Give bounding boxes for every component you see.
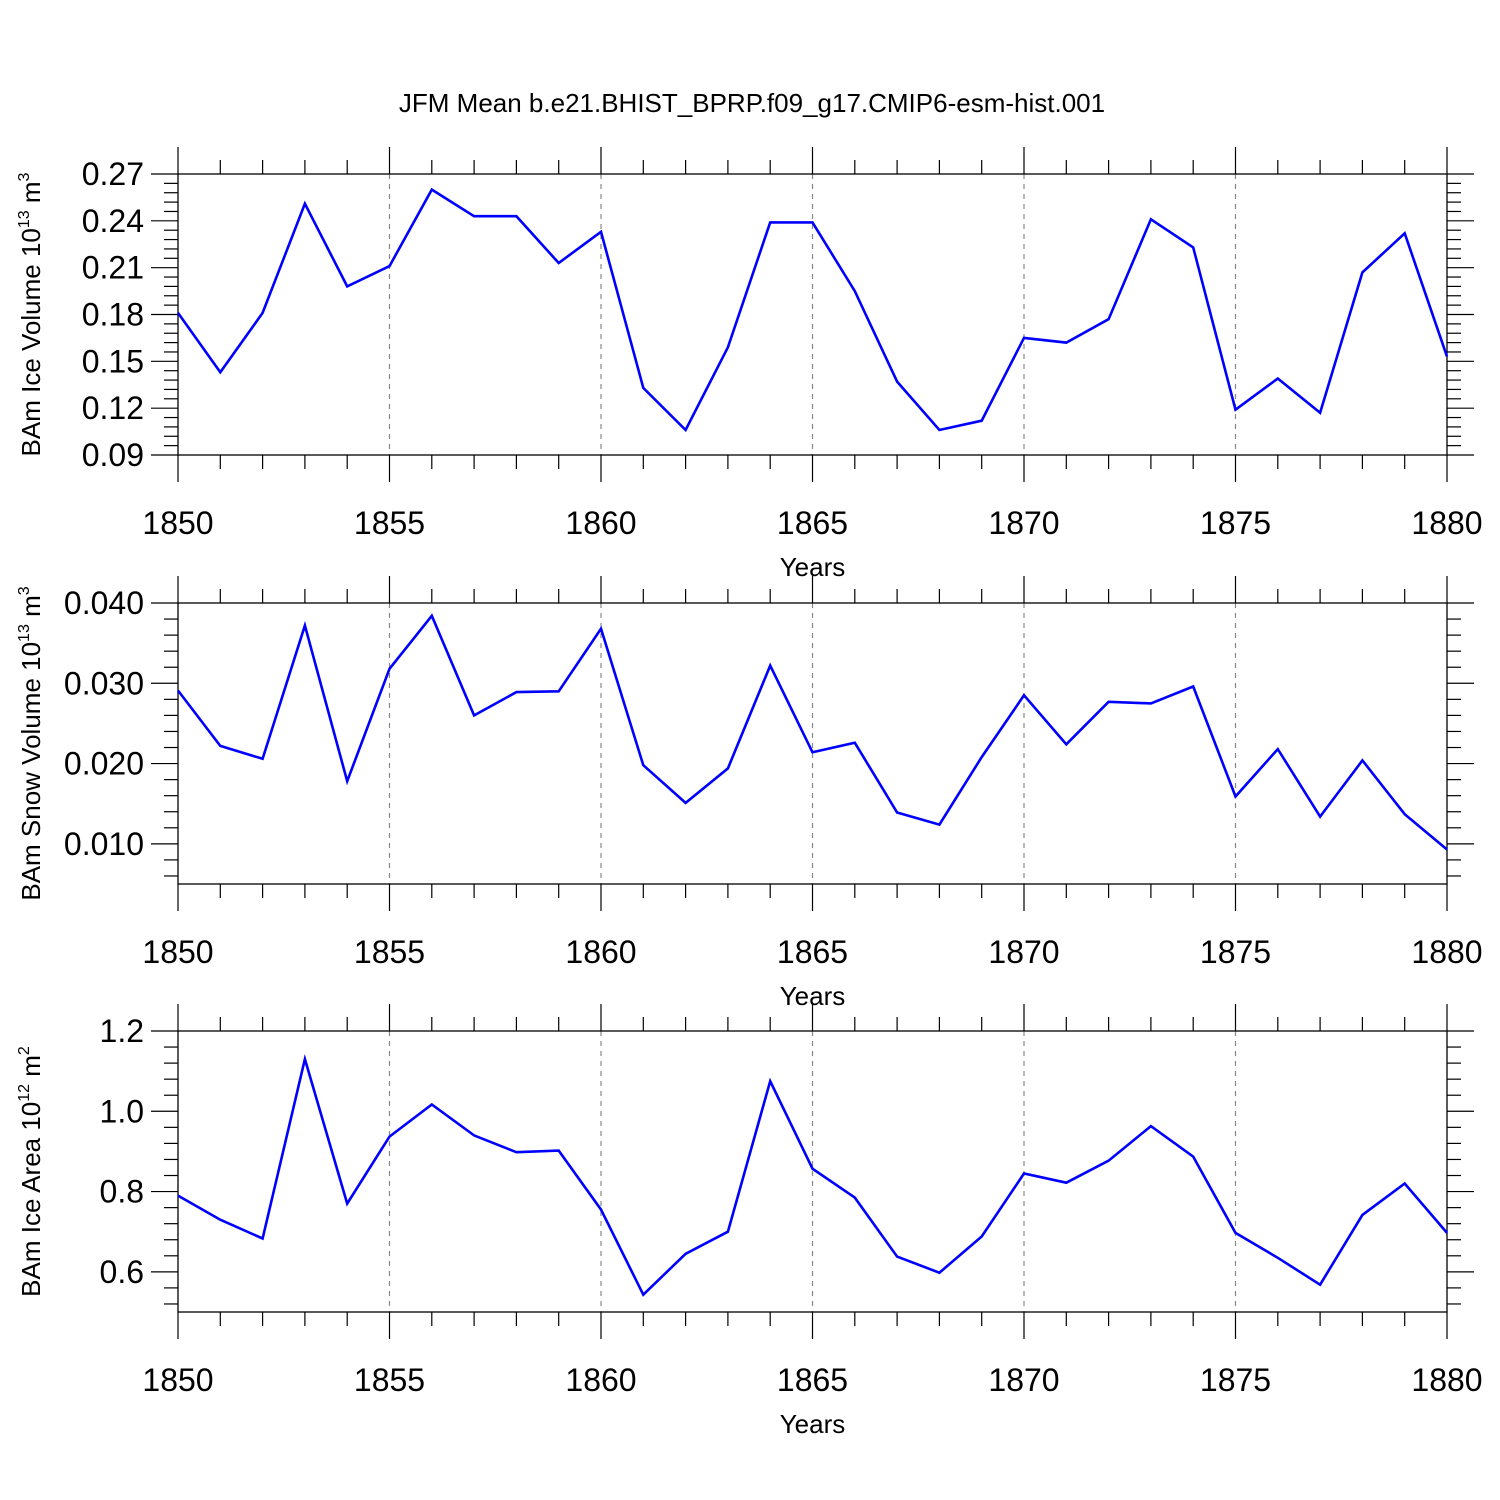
x-tick-label-1860: 1860 [565,934,636,970]
plot-frame [177,1030,1448,1313]
x-tick-label-1855: 1855 [354,1362,425,1398]
y-tick-label: 1.0 [100,1093,144,1129]
x-tick-label-1865: 1865 [777,505,848,541]
series-line [177,1054,1448,1297]
x-tick-label-1870: 1870 [988,934,1059,970]
y-tick-label: 0.18 [82,297,144,333]
x-tick-label-1855: 1855 [354,505,425,541]
y-tick-label: 0.27 [82,156,144,192]
y-axis-title-superscript: 3 [16,172,33,181]
y-tick-label: 1.2 [100,1013,144,1049]
x-tick-label-1880: 1880 [1411,1362,1482,1398]
x-tick-label-1875: 1875 [1200,1362,1271,1398]
y-tick-label: 0.020 [64,746,144,782]
figure-title: JFM Mean b.e21.BHIST_BPRP.f09_g17.CMIP6-… [399,88,1105,118]
series-line [176,613,1448,851]
y-axis-title-part: m [16,181,46,210]
x-tick-label-1865: 1865 [777,934,848,970]
y-tick-label: 0.030 [64,665,144,701]
y-axis-title-part: BAm Snow Volume 10 [16,642,46,901]
y-axis-title: BAm Snow Volume 1013 m3 [16,586,46,900]
y-tick-label: 0.09 [82,437,144,473]
x-tick-label-1865: 1865 [777,1362,848,1398]
panel-1: 0.09 0.12 0.15 0.18 0.21 0.24 0.27 1850 1855 1860… [16,147,1483,582]
x-tick-label-1875: 1875 [1200,934,1271,970]
y-axis-title-part: m [16,595,46,624]
x-tick-label-1875: 1875 [1200,505,1271,541]
y-axis-title-superscript: 12 [16,1084,33,1102]
y-tick-label: 0.15 [82,343,144,379]
x-tick-label-1860: 1860 [565,1362,636,1398]
x-tick-label-1870: 1870 [988,505,1059,541]
y-axis-title: BAm Ice Area 1012 m2 [16,1046,46,1297]
y-tick-label: 0.21 [82,250,144,286]
x-tick-label-1870: 1870 [988,1362,1059,1398]
y-axis-title-part: BAm Ice Volume 10 [16,228,46,456]
x-axis-title: Years [780,1409,846,1439]
x-tick-label-1855: 1855 [354,934,425,970]
y-axis-title-superscript: 13 [16,624,33,642]
y-axis-title-part: BAm Ice Area 10 [16,1102,46,1297]
y-axis-title-superscript: 3 [16,586,33,595]
panels: 0.09 0.12 0.15 0.18 0.21 0.24 0.27 1850 1855 1860… [16,147,1483,1439]
y-axis-title-superscript: 13 [16,210,33,228]
y-axis-title-part: m [16,1055,46,1084]
x-tick-label-1880: 1880 [1411,505,1482,541]
y-axis-title-superscript: 2 [16,1046,33,1055]
plot-frame [177,602,1448,885]
y-tick-label: 0.6 [100,1254,144,1290]
x-tick-label-1850: 1850 [142,505,213,541]
panel-3: 0.6 0.8 1.0 1.2 1850 1855 1860 1865 1870 1875 1880… [16,1004,1483,1439]
y-tick-label: 0.040 [64,585,144,621]
y-tick-label: 0.12 [82,390,144,426]
panel-2: 0.010 0.020 0.030 0.040 1850 1855 1860 1865 1870… [16,576,1483,1011]
series-line [176,187,1449,433]
y-tick-label: 0.24 [82,203,144,239]
x-tick-label-1850: 1850 [142,934,213,970]
x-tick-label-1860: 1860 [565,505,636,541]
y-axis-title: BAm Ice Volume 1013 m3 [16,172,46,456]
x-tick-label-1850: 1850 [142,1362,213,1398]
x-tick-label-1880: 1880 [1411,934,1482,970]
y-tick-label: 0.8 [100,1174,144,1210]
y-tick-label: 0.010 [64,826,144,862]
